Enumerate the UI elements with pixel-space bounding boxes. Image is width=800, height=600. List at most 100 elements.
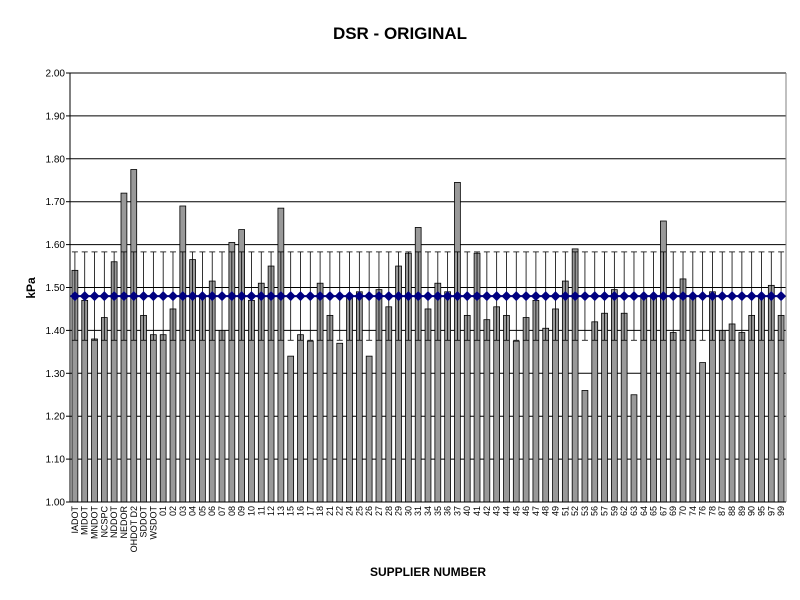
x-tick-label: 26: [364, 506, 374, 516]
mean-marker: [678, 291, 689, 302]
mean-marker: [305, 291, 316, 302]
x-tick-label: OHDOT D2: [129, 506, 139, 552]
mean-marker: [69, 291, 80, 302]
x-tick-label: 46: [521, 506, 531, 516]
y-axis-label: kPa: [24, 277, 38, 299]
x-tick-label: 49: [551, 506, 561, 516]
mean-marker: [648, 291, 659, 302]
x-tick-label: 36: [443, 506, 453, 516]
x-tick-label: 53: [580, 506, 590, 516]
mean-marker: [452, 291, 463, 302]
x-tick-label: 99: [776, 506, 786, 516]
bar: [218, 329, 226, 503]
x-tick-label: 97: [766, 506, 776, 516]
bar: [100, 317, 108, 503]
mean-marker: [158, 291, 169, 302]
x-tick-label: 07: [217, 506, 227, 516]
x-tick-label: WSDOT: [148, 506, 158, 540]
mean-marker: [256, 291, 267, 302]
mean-marker: [393, 291, 404, 302]
x-tick-label: 45: [511, 506, 521, 516]
x-tick-label: 56: [590, 506, 600, 516]
x-tick-label: 42: [482, 506, 492, 516]
x-tick-label: NEDOR: [119, 506, 129, 539]
x-tick-label: 21: [325, 506, 335, 516]
x-tick-label: 30: [403, 506, 413, 516]
mean-marker: [432, 291, 443, 302]
y-tick-label: 1.90: [46, 111, 66, 122]
mean-marker: [128, 291, 139, 302]
mean-marker: [423, 291, 433, 302]
mean-marker: [776, 291, 787, 302]
mean-marker: [521, 291, 532, 302]
mean-marker: [138, 291, 149, 302]
bar: [454, 181, 461, 503]
mean-marker: [167, 291, 178, 302]
mean-marker: [658, 291, 669, 302]
mean-marker: [315, 291, 326, 302]
mean-marker: [354, 291, 365, 302]
mean-marker: [619, 291, 630, 302]
x-tick-label: 41: [472, 506, 482, 516]
x-tick-label: 64: [639, 506, 649, 516]
mean-marker: [442, 291, 453, 302]
x-tick-label: 70: [678, 506, 688, 516]
x-tick-label: 13: [276, 506, 286, 516]
bar: [512, 340, 520, 503]
bar: [728, 323, 736, 503]
mean-marker: [285, 291, 296, 302]
mean-marker: [472, 291, 483, 302]
mean-marker: [403, 291, 414, 302]
bar: [591, 321, 599, 503]
x-tick-label: 51: [560, 506, 570, 516]
bar: [287, 355, 295, 503]
bar: [179, 205, 187, 503]
bar: [738, 332, 746, 503]
x-tick-label: 37: [452, 506, 462, 516]
x-tick-label: 17: [305, 506, 315, 516]
x-tick-label: 18: [315, 506, 325, 516]
x-tick-label: 44: [501, 506, 511, 516]
y-tick-label: 1.40: [46, 326, 66, 337]
x-tick-label: 48: [541, 506, 551, 516]
x-tick-label: 67: [658, 506, 668, 516]
mean-marker: [207, 291, 218, 302]
bar: [522, 317, 530, 503]
x-tick-label: 47: [531, 506, 541, 516]
mean-marker: [501, 291, 512, 302]
y-tick-label: 1.10: [46, 455, 66, 466]
bar: [748, 314, 756, 503]
mean-marker: [766, 291, 777, 302]
x-tick-label: 29: [394, 506, 404, 516]
x-tick-label: 11: [256, 506, 266, 515]
x-tick-label: 63: [629, 506, 639, 516]
mean-marker: [560, 291, 571, 302]
bar: [326, 314, 334, 503]
mean-marker: [727, 291, 738, 302]
mean-marker: [687, 291, 698, 302]
x-tick-label: 59: [609, 506, 619, 516]
mean-marker: [736, 291, 747, 302]
mean-marker: [246, 291, 257, 302]
x-tick-label: 04: [188, 506, 198, 516]
x-tick-label: 95: [756, 506, 766, 516]
mean-marker: [638, 291, 649, 302]
bar: [777, 314, 785, 503]
mean-marker: [697, 291, 708, 302]
bar: [159, 334, 167, 503]
mean-marker: [99, 291, 110, 302]
x-tick-label: 16: [295, 506, 305, 516]
mean-marker: [197, 291, 208, 302]
x-tick-label: 01: [158, 506, 168, 516]
mean-marker: [275, 291, 286, 302]
mean-marker: [334, 291, 345, 302]
bar: [601, 312, 608, 503]
x-tick-label: NCSPC: [99, 506, 109, 538]
mean-marker: [717, 291, 728, 302]
x-tick-label: 43: [492, 506, 502, 516]
mean-marker: [79, 291, 90, 302]
x-tick-label: 24: [345, 506, 355, 516]
mean-marker: [295, 291, 306, 302]
mean-marker: [579, 291, 590, 302]
mean-marker: [707, 291, 718, 302]
